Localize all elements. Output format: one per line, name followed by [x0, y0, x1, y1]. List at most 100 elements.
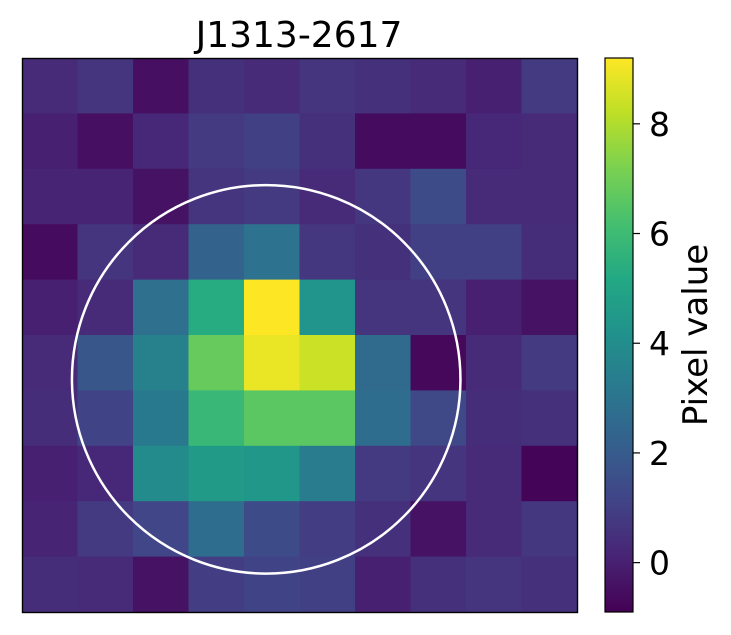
- heatmap-cell: [466, 113, 523, 170]
- heatmap-cell: [521, 113, 578, 170]
- heatmap-cell: [22, 390, 79, 447]
- heatmap-cell: [410, 58, 467, 114]
- heatmap-cell: [244, 113, 301, 170]
- heatmap-cell: [521, 556, 578, 613]
- colorbar-tick-label: 4: [649, 324, 670, 363]
- heatmap-cell: [466, 501, 523, 558]
- heatmap-cell: [410, 501, 467, 558]
- heatmap-grid: [22, 58, 578, 613]
- heatmap-cell: [299, 556, 356, 613]
- heatmap-cell: [244, 168, 301, 225]
- aperture-circle: [70, 183, 462, 575]
- heatmap-cell: [521, 58, 578, 114]
- colorbar-tick-label: 8: [649, 105, 670, 144]
- heatmap-cell: [133, 224, 190, 281]
- heatmap-cell: [410, 224, 467, 281]
- plot-frame: [21, 57, 579, 614]
- heatmap-cell: [355, 224, 412, 281]
- heatmap-cell: [188, 335, 245, 391]
- heatmap-cell: [521, 390, 578, 447]
- heatmap-cell: [299, 279, 356, 336]
- heatmap-cell: [244, 58, 301, 114]
- heatmap-cell: [188, 58, 245, 114]
- heatmap-cell: [188, 224, 245, 281]
- chart-title: J1313-2617: [194, 15, 403, 56]
- heatmap-cell: [521, 445, 578, 502]
- heatmap-cell: [22, 224, 79, 281]
- heatmap-cell: [133, 58, 190, 114]
- heatmap-cell: [466, 445, 523, 502]
- heatmap-cell: [466, 335, 523, 391]
- heatmap-cell: [77, 390, 134, 447]
- heatmap-cell: [521, 168, 578, 225]
- heatmap-cell: [188, 556, 245, 613]
- heatmap-cell: [466, 279, 523, 336]
- heatmap-cell: [244, 390, 301, 447]
- heatmap-cell: [355, 390, 412, 447]
- heatmap-cell: [410, 556, 467, 613]
- heatmap-cell: [299, 58, 356, 114]
- heatmap-cell: [355, 168, 412, 225]
- heatmap-cell: [410, 390, 467, 447]
- heatmap-cell: [466, 556, 523, 613]
- heatmap-cell: [77, 58, 134, 114]
- heatmap-cell: [77, 335, 134, 391]
- heatmap-cell: [22, 113, 79, 170]
- heatmap-cell: [77, 556, 134, 613]
- heatmap-cell: [188, 279, 245, 336]
- heatmap-cell: [299, 113, 356, 170]
- colorbar-tick-label: 2: [649, 434, 670, 473]
- heatmap-cell: [188, 501, 245, 558]
- heatmap-cell: [244, 556, 301, 613]
- heatmap-cell: [188, 445, 245, 502]
- heatmap-cell: [188, 390, 245, 447]
- colorbar-tick-label: 0: [649, 544, 670, 583]
- heatmap-cell: [244, 501, 301, 558]
- heatmap-cell: [77, 501, 134, 558]
- heatmap-cell: [521, 279, 578, 336]
- colorbar: [604, 57, 634, 613]
- heatmap-cell: [188, 113, 245, 170]
- heatmap-cell: [244, 224, 301, 281]
- heatmap-cell: [244, 279, 301, 336]
- heatmap-cell: [299, 501, 356, 558]
- heatmap-cell: [521, 335, 578, 391]
- heatmap-cell: [521, 224, 578, 281]
- heatmap-cell: [133, 390, 190, 447]
- heatmap-cell: [133, 279, 190, 336]
- heatmap-cell: [22, 501, 79, 558]
- heatmap-cell: [77, 113, 134, 170]
- heatmap-cell: [299, 390, 356, 447]
- heatmap-cell: [133, 445, 190, 502]
- heatmap-cell: [466, 390, 523, 447]
- heatmap-cell: [410, 113, 467, 170]
- heatmap-cell: [299, 224, 356, 281]
- heatmap-cell: [466, 58, 523, 114]
- colorbar-ticks: 0 2 4 6 8: [633, 105, 670, 583]
- heatmap-cell: [355, 445, 412, 502]
- heatmap-cell: [133, 113, 190, 170]
- heatmap-cell: [22, 445, 79, 502]
- heatmap-cell: [466, 224, 523, 281]
- heatmap-cell: [355, 279, 412, 336]
- heatmap-cell: [299, 335, 356, 391]
- heatmap-cell: [466, 168, 523, 225]
- heatmap-cell: [299, 445, 356, 502]
- heatmap-cell: [22, 279, 79, 336]
- heatmap-cell: [299, 168, 356, 225]
- heatmap-cell: [22, 556, 79, 613]
- colorbar-tick-label: 6: [649, 215, 670, 254]
- heatmap-cell: [410, 168, 467, 225]
- heatmap-cell: [410, 445, 467, 502]
- heatmap-cell: [133, 335, 190, 391]
- heatmap-cell: [355, 113, 412, 170]
- heatmap-cell: [22, 58, 79, 114]
- heatmap-cell: [244, 445, 301, 502]
- heatmap-cell: [22, 335, 79, 391]
- heatmap-cell: [355, 58, 412, 114]
- heatmap-cell: [133, 556, 190, 613]
- heatmap-cell: [77, 168, 134, 225]
- heatmap-cell: [355, 335, 412, 391]
- colorbar-label: Pixel value: [676, 244, 716, 426]
